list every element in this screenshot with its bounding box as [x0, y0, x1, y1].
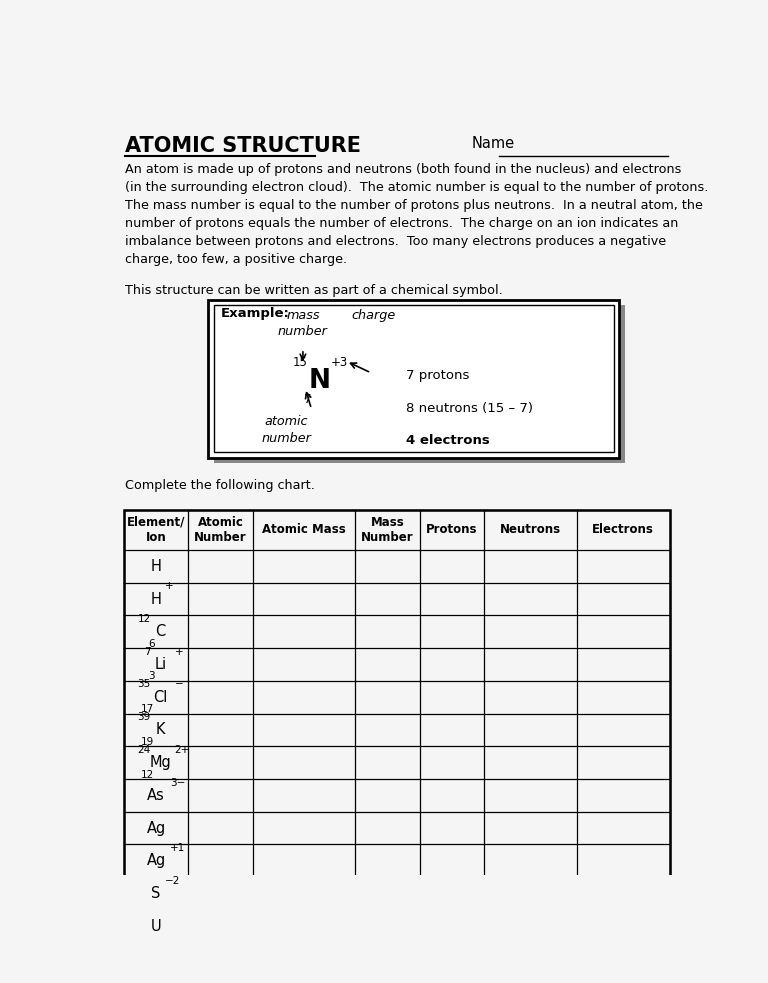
Text: +1: +1 — [170, 843, 185, 853]
Text: 3−: 3− — [170, 778, 185, 787]
Text: +: + — [174, 647, 184, 657]
Text: 35: 35 — [137, 679, 151, 689]
Text: 39: 39 — [137, 713, 151, 723]
Text: ATOMIC STRUCTURE: ATOMIC STRUCTURE — [125, 136, 362, 155]
Text: −: − — [174, 679, 184, 689]
Text: Ag: Ag — [147, 821, 166, 836]
Text: An atom is made up of protons and neutrons (both found in the nucleus) and elect: An atom is made up of protons and neutro… — [125, 162, 709, 265]
Text: Mg: Mg — [150, 755, 171, 770]
Text: 12: 12 — [137, 614, 151, 624]
Text: −2: −2 — [164, 876, 180, 886]
Text: As: As — [147, 787, 165, 803]
Text: Atomic Mass: Atomic Mass — [262, 523, 346, 537]
Text: Electrons: Electrons — [592, 523, 654, 537]
Text: Ag: Ag — [147, 853, 166, 868]
Text: Mass
Number: Mass Number — [361, 516, 414, 545]
Text: N: N — [308, 368, 330, 393]
Text: This structure can be written as part of a chemical symbol.: This structure can be written as part of… — [125, 284, 503, 297]
Text: 4 electrons: 4 electrons — [406, 434, 490, 447]
Bar — [208, 300, 619, 457]
Text: charge: charge — [352, 309, 396, 321]
Text: K: K — [156, 723, 165, 737]
Text: 12: 12 — [141, 770, 154, 780]
Text: 6: 6 — [148, 639, 154, 649]
Text: U: U — [151, 919, 161, 934]
Text: 17: 17 — [141, 704, 154, 714]
Text: Complete the following chart.: Complete the following chart. — [125, 479, 316, 492]
Text: +3: +3 — [331, 356, 349, 369]
Text: S: S — [151, 886, 161, 901]
Text: H: H — [151, 558, 161, 574]
Text: Name: Name — [472, 136, 515, 150]
Text: Atomic
Number: Atomic Number — [194, 516, 247, 545]
Bar — [214, 305, 614, 452]
Text: C: C — [156, 624, 166, 639]
Text: Element/
Ion: Element/ Ion — [127, 516, 185, 545]
Text: Neutrons: Neutrons — [500, 523, 561, 537]
Text: Cl: Cl — [154, 690, 168, 705]
Bar — [214, 305, 624, 463]
Text: Li: Li — [154, 657, 167, 672]
Text: 2+: 2+ — [174, 745, 190, 755]
Text: 7: 7 — [144, 647, 151, 657]
Text: +: + — [164, 581, 174, 592]
Text: 7 protons: 7 protons — [406, 370, 469, 382]
Bar — [124, 510, 670, 943]
Text: H: H — [151, 592, 161, 607]
Text: mass
number: mass number — [278, 309, 328, 338]
Text: Example:: Example: — [220, 308, 290, 320]
Text: 24: 24 — [137, 745, 151, 755]
Text: 19: 19 — [141, 737, 154, 747]
Text: 3: 3 — [148, 671, 154, 681]
Text: atomic
number: atomic number — [262, 415, 312, 444]
Text: Protons: Protons — [426, 523, 478, 537]
Text: 8 neutrons (15 – 7): 8 neutrons (15 – 7) — [406, 402, 533, 415]
Text: 7: 7 — [304, 393, 312, 406]
Text: 15: 15 — [293, 356, 308, 369]
